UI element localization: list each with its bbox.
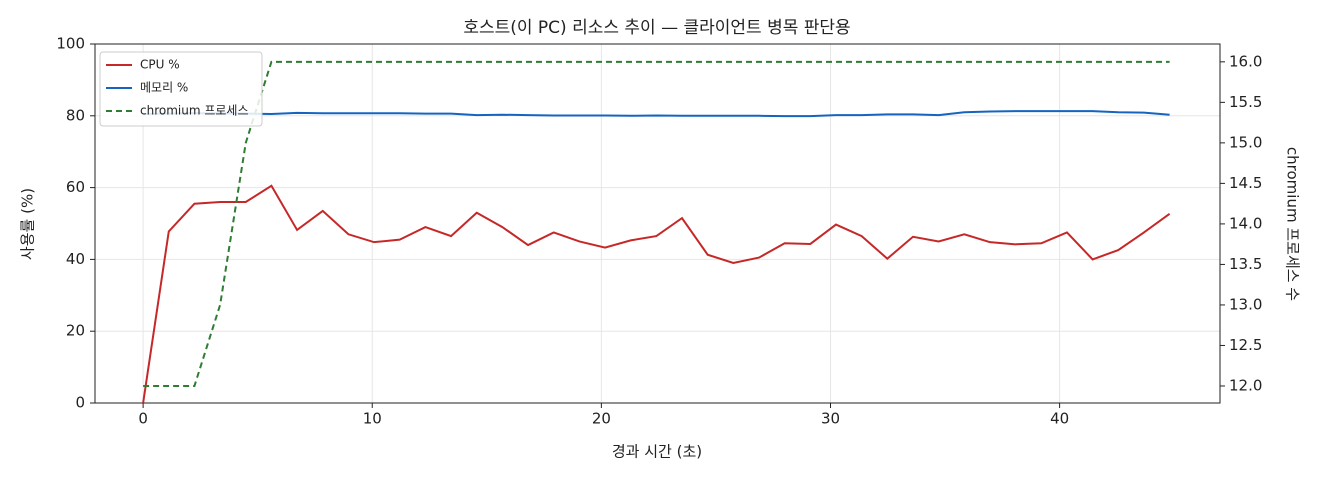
y2-tick-label: 12.0 — [1229, 376, 1262, 394]
legend-box — [99, 51, 263, 127]
y2-tick-label: 14.0 — [1229, 214, 1262, 232]
x-axis-label: 경과 시간 (초) — [612, 443, 702, 461]
y2-tick-label: 13.0 — [1229, 295, 1262, 313]
y-tick-label: 60 — [66, 178, 85, 196]
x-tick-label: 10 — [363, 410, 382, 428]
x-tick-label: 30 — [821, 410, 840, 428]
plot-frame — [94, 43, 1221, 404]
x-tick-label: 20 — [592, 410, 611, 428]
y2-tick-label: 13.5 — [1229, 255, 1262, 273]
series-line — [143, 110, 1170, 118]
y-tick-label: 100 — [56, 35, 85, 53]
y2-axis-label: chromium 프로세스 수 — [1284, 147, 1302, 301]
legend-label: chromium 프로세스 — [140, 104, 249, 118]
legend: CPU % 메모리 % chromium 프로세스 — [99, 51, 263, 127]
y2-tick-label: 15.5 — [1229, 93, 1262, 111]
series-line — [142, 184, 1171, 404]
y-tick-label: 40 — [66, 250, 85, 268]
chart-title: 호스트(이 PC) 리소스 추이 — 클라이언트 병목 판단용 — [463, 18, 850, 38]
y2-tick-label: 14.5 — [1229, 174, 1262, 192]
y2-tick-label: 16.0 — [1229, 52, 1262, 70]
y-tick-label: 20 — [66, 322, 85, 340]
y-axis-label: 사용률 (%) — [19, 188, 37, 260]
legend-label: 메모리 % — [140, 81, 188, 95]
y2-tick-label: 15.0 — [1229, 133, 1262, 151]
x-tick-label: 0 — [138, 410, 148, 428]
x-tick-label: 40 — [1050, 410, 1069, 428]
y2-tick-label: 12.5 — [1229, 336, 1262, 354]
series-line — [143, 60, 1170, 387]
y-tick-label: 80 — [66, 106, 85, 124]
y-tick-label: 0 — [75, 394, 85, 412]
legend-label: CPU % — [140, 58, 180, 72]
